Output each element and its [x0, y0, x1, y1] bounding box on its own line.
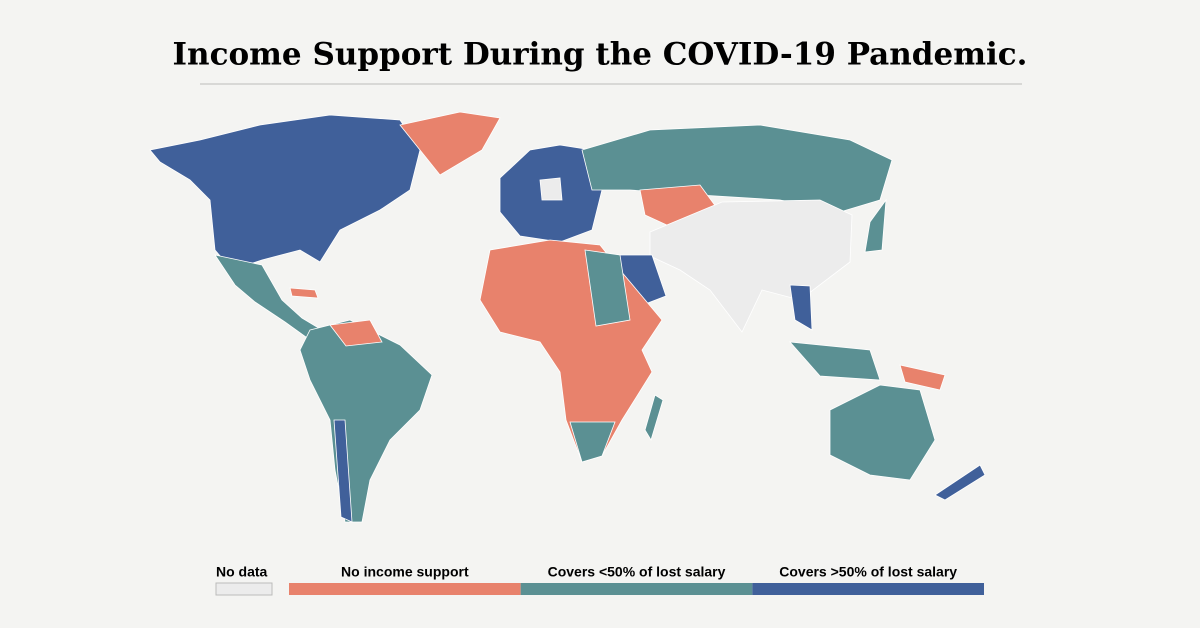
egypt-sudan [584, 249, 631, 327]
legend-label: Covers <50% of lost salary [548, 564, 726, 580]
thailand [789, 284, 813, 331]
legend-label: No income support [341, 564, 469, 580]
venezuela [329, 319, 383, 347]
title: Income Support During the COVID-19 Pande… [173, 37, 1028, 73]
indonesia [789, 341, 881, 381]
legend: No data No income support Covers <50% of l… [215, 564, 984, 596]
legend-swatch [520, 583, 753, 595]
china-india [649, 199, 853, 333]
australia [829, 384, 936, 481]
legend-swatch [289, 583, 521, 595]
greenland [399, 111, 501, 176]
chile [333, 419, 353, 523]
south-america [299, 319, 433, 523]
belarus [539, 177, 563, 201]
papua-new-guinea [899, 364, 946, 391]
caribbean [289, 287, 319, 299]
legend-label: No data [216, 564, 268, 580]
legend-swatch [752, 583, 984, 595]
madagascar [644, 394, 664, 441]
legend-swatch [215, 582, 273, 596]
world-map [149, 111, 986, 523]
southern-africa [569, 421, 616, 463]
japan [864, 198, 887, 253]
north-america [149, 114, 421, 271]
new-zealand [934, 464, 986, 501]
legend-label: Covers >50% of lost salary [779, 564, 957, 580]
